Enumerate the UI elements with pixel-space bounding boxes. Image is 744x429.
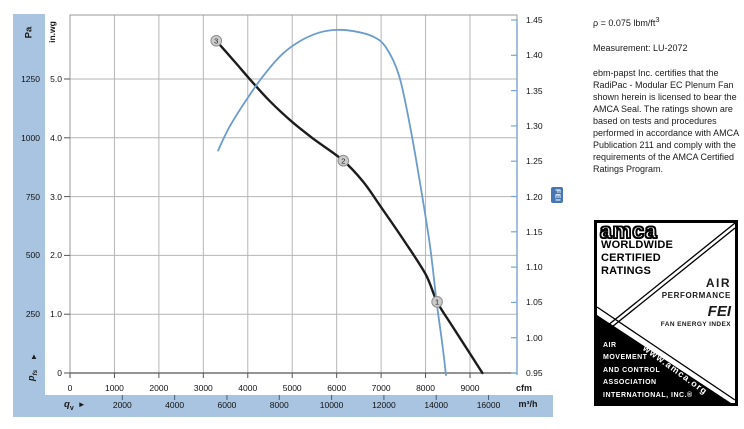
marker-number: 3 [214, 36, 218, 45]
flow-axis-symbol: qv ► [64, 399, 86, 412]
seal-ratings-label: RATINGS [601, 265, 652, 277]
certification-text-block: ρ = 0.075 lbm/ft3 Measurement: LU-2072 e… [593, 14, 744, 175]
operating-point-marker [337, 154, 350, 167]
amca-seal-graphics [597, 223, 735, 403]
cfm-unit-label: cfm [515, 383, 532, 393]
m3h-unit-label: m³/h [518, 399, 538, 409]
measurement-note: Measurement: LU-2072 [593, 43, 688, 53]
fei-curve [217, 28, 447, 376]
plot-border [69, 14, 518, 374]
marker-number: 2 [341, 156, 345, 165]
seal-certified-label: CERTIFIED [601, 252, 661, 264]
operating-point-marker [210, 34, 223, 47]
amca-seal-black-triangle [597, 315, 731, 403]
amca-logo: amca [599, 223, 658, 244]
fei-axis-badge: FEI [551, 187, 563, 203]
seal-fan-energy-index-label: FAN ENERGY INDEX [660, 321, 731, 328]
seal-performance-label: PERFORMANCE [661, 291, 731, 300]
pa-axis-band [13, 14, 45, 417]
density-note: ρ = 0.075 lbm/ft3 [593, 15, 660, 28]
seal-fei-label: FEI [707, 303, 731, 320]
amca-certification-statement: ebm-papst Inc. certifies that the RadiPa… [593, 68, 739, 174]
amca-seal: amca WORLDWIDE CERTIFIED RATINGS AIR PER… [594, 220, 738, 406]
static-pressure-curve [215, 39, 484, 375]
seal-worldwide-label: WORLDWIDE [601, 239, 674, 251]
pressure-axis-arrow-icon: ▲ [30, 352, 38, 361]
seal-air-label: AIR [705, 276, 731, 290]
flow-axis-arrow-icon: ► [77, 400, 86, 409]
marker-number: 1 [435, 298, 439, 307]
operating-point-marker [431, 296, 443, 308]
seal-association-name: AIR MOVEMENT AND CONTROL ASSOCIATION INT… [603, 342, 693, 399]
m3h-axis-band [13, 395, 553, 417]
